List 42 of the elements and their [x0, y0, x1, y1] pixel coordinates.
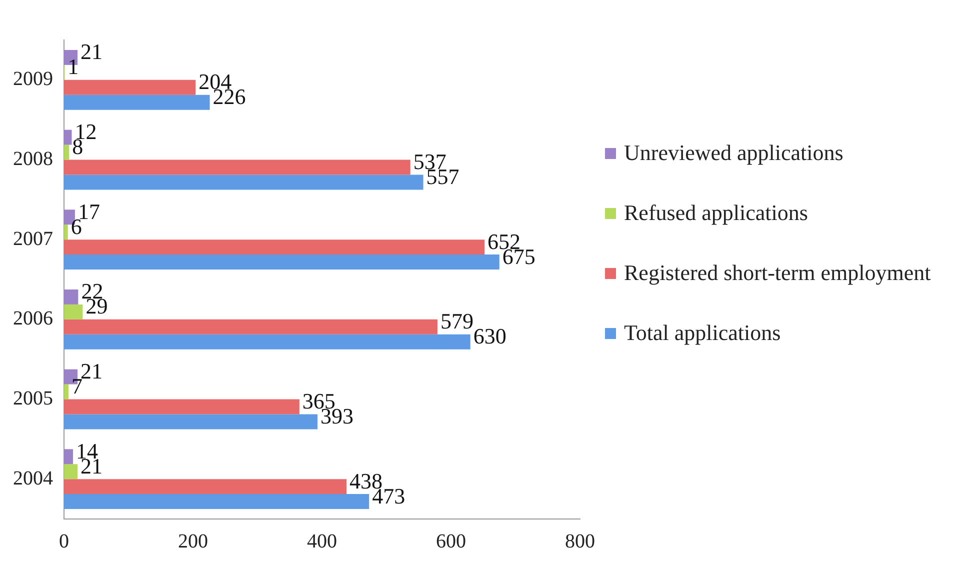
data-label: 21 — [80, 358, 103, 384]
data-label: 630 — [473, 324, 506, 349]
bar — [64, 319, 438, 334]
legend-label: Refused applications — [624, 200, 808, 226]
bar — [64, 464, 78, 480]
data-label: 6 — [70, 214, 82, 239]
bar — [64, 334, 470, 350]
bar — [64, 224, 68, 240]
data-label: 1 — [68, 54, 79, 80]
bar — [64, 384, 69, 400]
x-tick-label: 800 — [565, 530, 595, 552]
data-label: 579 — [440, 308, 474, 334]
x-tick-label: 600 — [436, 530, 466, 552]
bar — [64, 304, 83, 320]
bar — [64, 94, 210, 110]
bar — [64, 240, 485, 255]
y-tick-label: 2007 — [13, 228, 53, 250]
y-tick-label: 2008 — [13, 148, 53, 170]
y-tick-label: 2009 — [13, 68, 53, 90]
y-tick-label: 2004 — [13, 467, 53, 490]
x-tick-label: 0 — [59, 530, 69, 552]
legend-label: Unreviewed applications — [624, 140, 844, 166]
data-label: 21 — [80, 39, 103, 64]
bar — [64, 80, 196, 95]
bar — [64, 494, 370, 510]
x-tick-label: 200 — [178, 530, 208, 552]
bar — [64, 144, 70, 160]
y-tick-label: 2005 — [13, 388, 53, 410]
bar — [64, 160, 410, 175]
bar — [64, 130, 72, 145]
x-tick-label: 400 — [307, 530, 337, 552]
legend-label: Registered short-term employment — [624, 260, 931, 286]
bar — [64, 289, 78, 304]
data-label: 7 — [72, 374, 83, 399]
bar — [64, 479, 347, 494]
legend-label: Total applications — [624, 320, 781, 346]
bar — [64, 414, 318, 430]
bar — [64, 174, 424, 190]
bar — [64, 449, 74, 464]
bar — [64, 399, 300, 414]
bar — [64, 254, 500, 270]
y-tick-label: 2006 — [13, 308, 53, 330]
